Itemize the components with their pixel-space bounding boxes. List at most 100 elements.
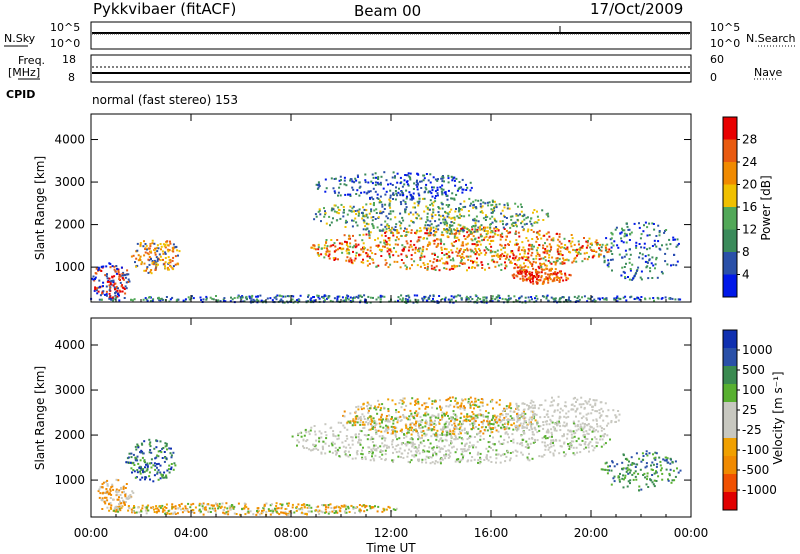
power-echo xyxy=(164,252,167,255)
power-echo xyxy=(100,265,103,268)
power-echo xyxy=(406,174,409,177)
velocity-echo xyxy=(468,446,471,448)
power-echo xyxy=(392,228,395,231)
power-echo xyxy=(638,256,641,259)
power-echo xyxy=(484,230,487,232)
velocity-echo xyxy=(563,404,566,407)
velocity-echo xyxy=(354,424,357,427)
power-echo xyxy=(473,225,476,228)
power-echo xyxy=(616,300,619,303)
velocity-echo xyxy=(552,442,554,444)
velocity-echo xyxy=(531,428,534,431)
power-echo xyxy=(525,222,528,225)
power-echo xyxy=(385,230,388,233)
power-echo xyxy=(481,211,484,214)
velocity-echo xyxy=(659,469,662,472)
power-echo xyxy=(336,211,339,214)
velocity-echo xyxy=(482,438,485,440)
power-echo xyxy=(310,246,313,249)
velocity-echo xyxy=(149,441,152,444)
power-echo xyxy=(395,192,398,195)
power-echo xyxy=(119,281,122,284)
power-echo xyxy=(348,259,351,262)
velocity-echo xyxy=(565,416,568,419)
power-echo xyxy=(482,201,485,204)
power-echo xyxy=(108,284,111,287)
power-echo xyxy=(535,280,538,283)
power-echo xyxy=(586,258,589,261)
power-echo xyxy=(523,262,525,265)
power-echo xyxy=(124,292,127,295)
power-echo xyxy=(162,258,164,261)
power-echo xyxy=(530,217,533,220)
power-echo xyxy=(442,234,445,237)
power-echo xyxy=(446,231,449,234)
power-echo xyxy=(281,300,284,303)
power-echo xyxy=(361,211,363,214)
velocity-echo xyxy=(654,471,657,474)
power-echo xyxy=(547,231,550,234)
power-echo xyxy=(660,270,663,273)
power-echo xyxy=(343,208,345,211)
power-echo xyxy=(566,246,569,249)
power-echo xyxy=(646,226,649,229)
velocity-echo xyxy=(478,405,481,408)
power-echo xyxy=(492,235,495,238)
power-echo xyxy=(613,297,616,300)
velocity-echo xyxy=(610,420,613,422)
power-echo xyxy=(450,197,453,200)
power-echo xyxy=(153,249,156,251)
power-echo xyxy=(564,272,567,275)
power-echo xyxy=(547,273,549,276)
power-echo xyxy=(400,222,403,225)
power-echo xyxy=(385,179,388,182)
velocity-echo xyxy=(659,460,662,463)
power-echo xyxy=(560,276,563,279)
velocity-echo xyxy=(600,407,603,410)
power-echo xyxy=(494,233,497,236)
velocity-echo xyxy=(127,461,130,464)
power-echo xyxy=(455,177,458,180)
power-echo xyxy=(621,266,624,269)
power-heatmap-data xyxy=(90,171,682,304)
power-echo xyxy=(364,179,367,182)
velocity-echo xyxy=(445,435,448,438)
velocity-echo xyxy=(392,430,394,433)
velocity-echo xyxy=(124,487,127,489)
power-echo xyxy=(517,243,519,246)
velocity-echo xyxy=(500,426,502,429)
power-echo xyxy=(162,252,165,255)
power-echo xyxy=(373,202,375,204)
power-echo xyxy=(430,267,433,270)
velocity-echo xyxy=(149,478,151,481)
velocity-echo xyxy=(300,435,303,438)
velocity-echo xyxy=(460,459,463,462)
velocity-echo xyxy=(573,435,576,438)
velocity-echo xyxy=(613,480,616,483)
power-echo xyxy=(114,298,117,301)
velocity-echo xyxy=(670,481,673,484)
velocity-echo xyxy=(613,475,616,478)
power-echo xyxy=(275,295,278,298)
velocity-echo xyxy=(471,415,474,418)
power-echo xyxy=(243,300,246,303)
velocity-echo xyxy=(588,428,591,431)
velocity-echo xyxy=(372,425,375,428)
power-echo xyxy=(517,231,520,234)
velocity-echo xyxy=(640,460,643,463)
power-echo xyxy=(485,301,488,304)
power-echo xyxy=(212,298,215,301)
power-echo xyxy=(600,246,603,249)
velocity-echo xyxy=(478,423,480,426)
power-echo xyxy=(425,248,428,251)
power-echo xyxy=(398,187,400,190)
velocity-echo xyxy=(296,444,298,447)
power-echo xyxy=(385,243,388,246)
power-echo xyxy=(531,251,534,254)
power-echo xyxy=(259,294,262,297)
power-echo xyxy=(451,197,454,200)
velocity-echo xyxy=(374,444,377,447)
power-echo xyxy=(525,237,528,239)
power-echo xyxy=(430,192,433,195)
velocity-echo xyxy=(401,399,404,402)
